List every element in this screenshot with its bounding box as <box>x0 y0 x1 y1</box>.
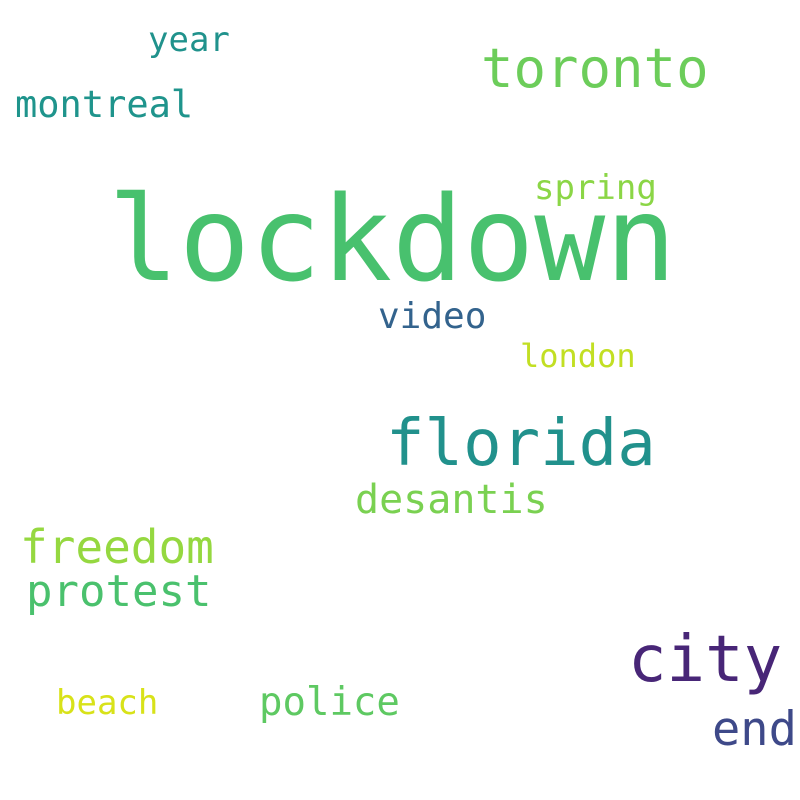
word-freedom: freedom <box>20 520 214 574</box>
word-desantis: desantis <box>355 477 548 523</box>
word-spring: spring <box>534 168 657 208</box>
word-montreal: montreal <box>15 83 194 126</box>
word-toronto: toronto <box>481 37 709 100</box>
word-protest: protest <box>26 566 212 617</box>
word-end: end <box>712 702 797 757</box>
word-beach: beach <box>56 683 159 723</box>
word-florida: florida <box>386 407 656 481</box>
word-police: police <box>259 680 400 725</box>
word-year: year <box>148 20 230 60</box>
word-lockdown: lockdown <box>108 170 677 308</box>
word-london: london <box>520 337 636 375</box>
word-video: video <box>378 296 487 337</box>
word-city: city <box>628 623 783 697</box>
